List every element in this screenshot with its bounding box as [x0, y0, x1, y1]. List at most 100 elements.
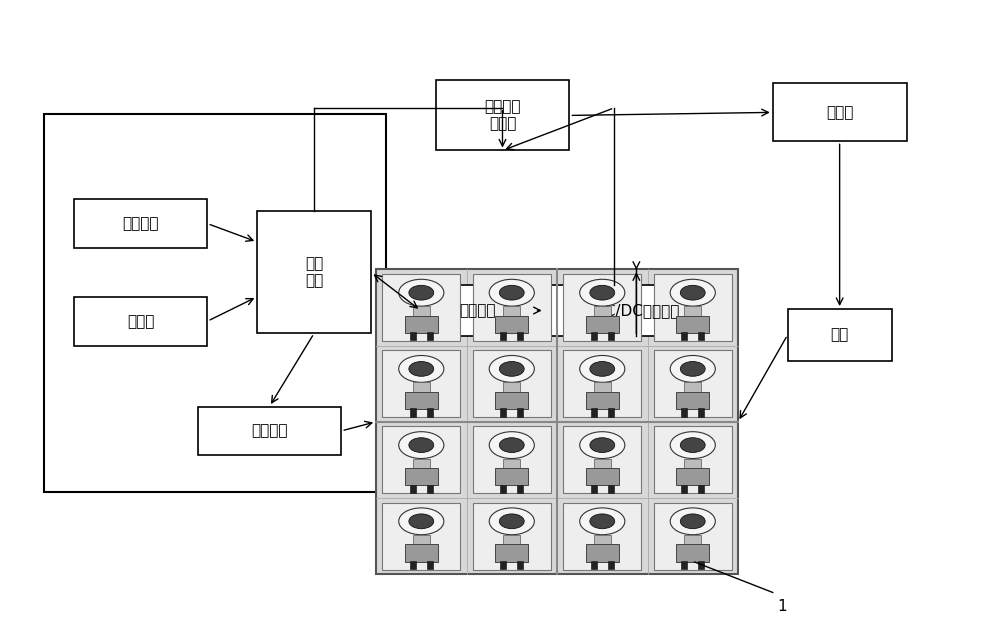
Bar [74, 199, 207, 248]
Bar [676, 468, 709, 486]
Ellipse shape [409, 285, 434, 300]
Ellipse shape [489, 279, 534, 306]
Text: 电磁阀驱
动单元: 电磁阀驱 动单元 [484, 99, 521, 132]
Bar [495, 468, 528, 486]
Bar [495, 315, 528, 333]
Bar [698, 484, 704, 492]
Bar [44, 114, 386, 492]
Bar [405, 544, 438, 561]
Bar [608, 561, 614, 569]
Ellipse shape [590, 361, 615, 376]
Bar [681, 484, 687, 492]
Ellipse shape [580, 355, 625, 383]
Bar [405, 468, 438, 486]
Ellipse shape [409, 514, 434, 528]
Bar [563, 350, 641, 417]
Bar [591, 409, 597, 417]
Ellipse shape [489, 355, 534, 383]
Ellipse shape [499, 438, 524, 453]
Ellipse shape [680, 438, 705, 453]
Bar [654, 427, 732, 494]
Ellipse shape [399, 508, 444, 535]
Bar [591, 561, 597, 569]
Bar [503, 458, 520, 469]
Bar [586, 315, 619, 333]
Bar [684, 535, 701, 545]
Ellipse shape [670, 508, 715, 535]
Ellipse shape [499, 361, 524, 376]
Bar [413, 383, 430, 392]
Ellipse shape [590, 514, 615, 528]
Bar [594, 535, 611, 545]
Bar [495, 544, 528, 561]
Bar [681, 409, 687, 417]
Ellipse shape [580, 508, 625, 535]
Bar [427, 332, 433, 340]
Ellipse shape [590, 438, 615, 453]
Bar [503, 383, 520, 392]
Bar [257, 211, 371, 333]
Bar [654, 274, 732, 341]
Bar [684, 383, 701, 392]
Ellipse shape [489, 508, 534, 535]
Bar [517, 409, 523, 417]
Bar [473, 350, 551, 417]
Bar [591, 332, 597, 340]
Bar [608, 484, 614, 492]
Bar [594, 306, 611, 316]
Bar [382, 502, 460, 569]
Bar [517, 561, 523, 569]
Bar [563, 502, 641, 569]
Bar [413, 535, 430, 545]
Bar [410, 561, 416, 569]
Text: 电源单元: 电源单元 [459, 303, 496, 318]
Bar [405, 392, 438, 409]
Bar [608, 332, 614, 340]
Bar [698, 561, 704, 569]
Ellipse shape [399, 432, 444, 458]
Text: 显示屏: 显示屏 [127, 314, 154, 329]
Text: 1: 1 [778, 599, 787, 614]
Ellipse shape [499, 285, 524, 300]
Bar [608, 409, 614, 417]
Bar [427, 561, 433, 569]
Bar [382, 350, 460, 417]
Bar [74, 297, 207, 345]
Ellipse shape [670, 279, 715, 306]
Bar [382, 274, 460, 341]
Bar [198, 407, 341, 455]
Bar [676, 315, 709, 333]
Bar [773, 83, 907, 142]
Bar [413, 306, 430, 316]
Ellipse shape [499, 514, 524, 528]
Bar [473, 427, 551, 494]
Bar [684, 306, 701, 316]
Ellipse shape [670, 432, 715, 458]
Bar [410, 484, 416, 492]
Bar [591, 484, 597, 492]
Text: 土壤: 土壤 [831, 327, 849, 342]
Bar [410, 409, 416, 417]
Bar [503, 306, 520, 316]
Bar [698, 409, 704, 417]
Bar [473, 274, 551, 341]
Bar [545, 284, 728, 337]
Ellipse shape [409, 438, 434, 453]
Bar [681, 561, 687, 569]
Bar [427, 484, 433, 492]
Bar [495, 392, 528, 409]
Bar [594, 458, 611, 469]
Bar [594, 383, 611, 392]
Ellipse shape [670, 355, 715, 383]
Bar [376, 270, 738, 574]
Bar [427, 409, 433, 417]
Ellipse shape [580, 432, 625, 458]
Bar [421, 284, 535, 337]
Bar [500, 561, 506, 569]
Bar [654, 350, 732, 417]
Bar [500, 484, 506, 492]
Bar [563, 427, 641, 494]
Bar [698, 332, 704, 340]
Bar [517, 332, 523, 340]
Bar [681, 332, 687, 340]
